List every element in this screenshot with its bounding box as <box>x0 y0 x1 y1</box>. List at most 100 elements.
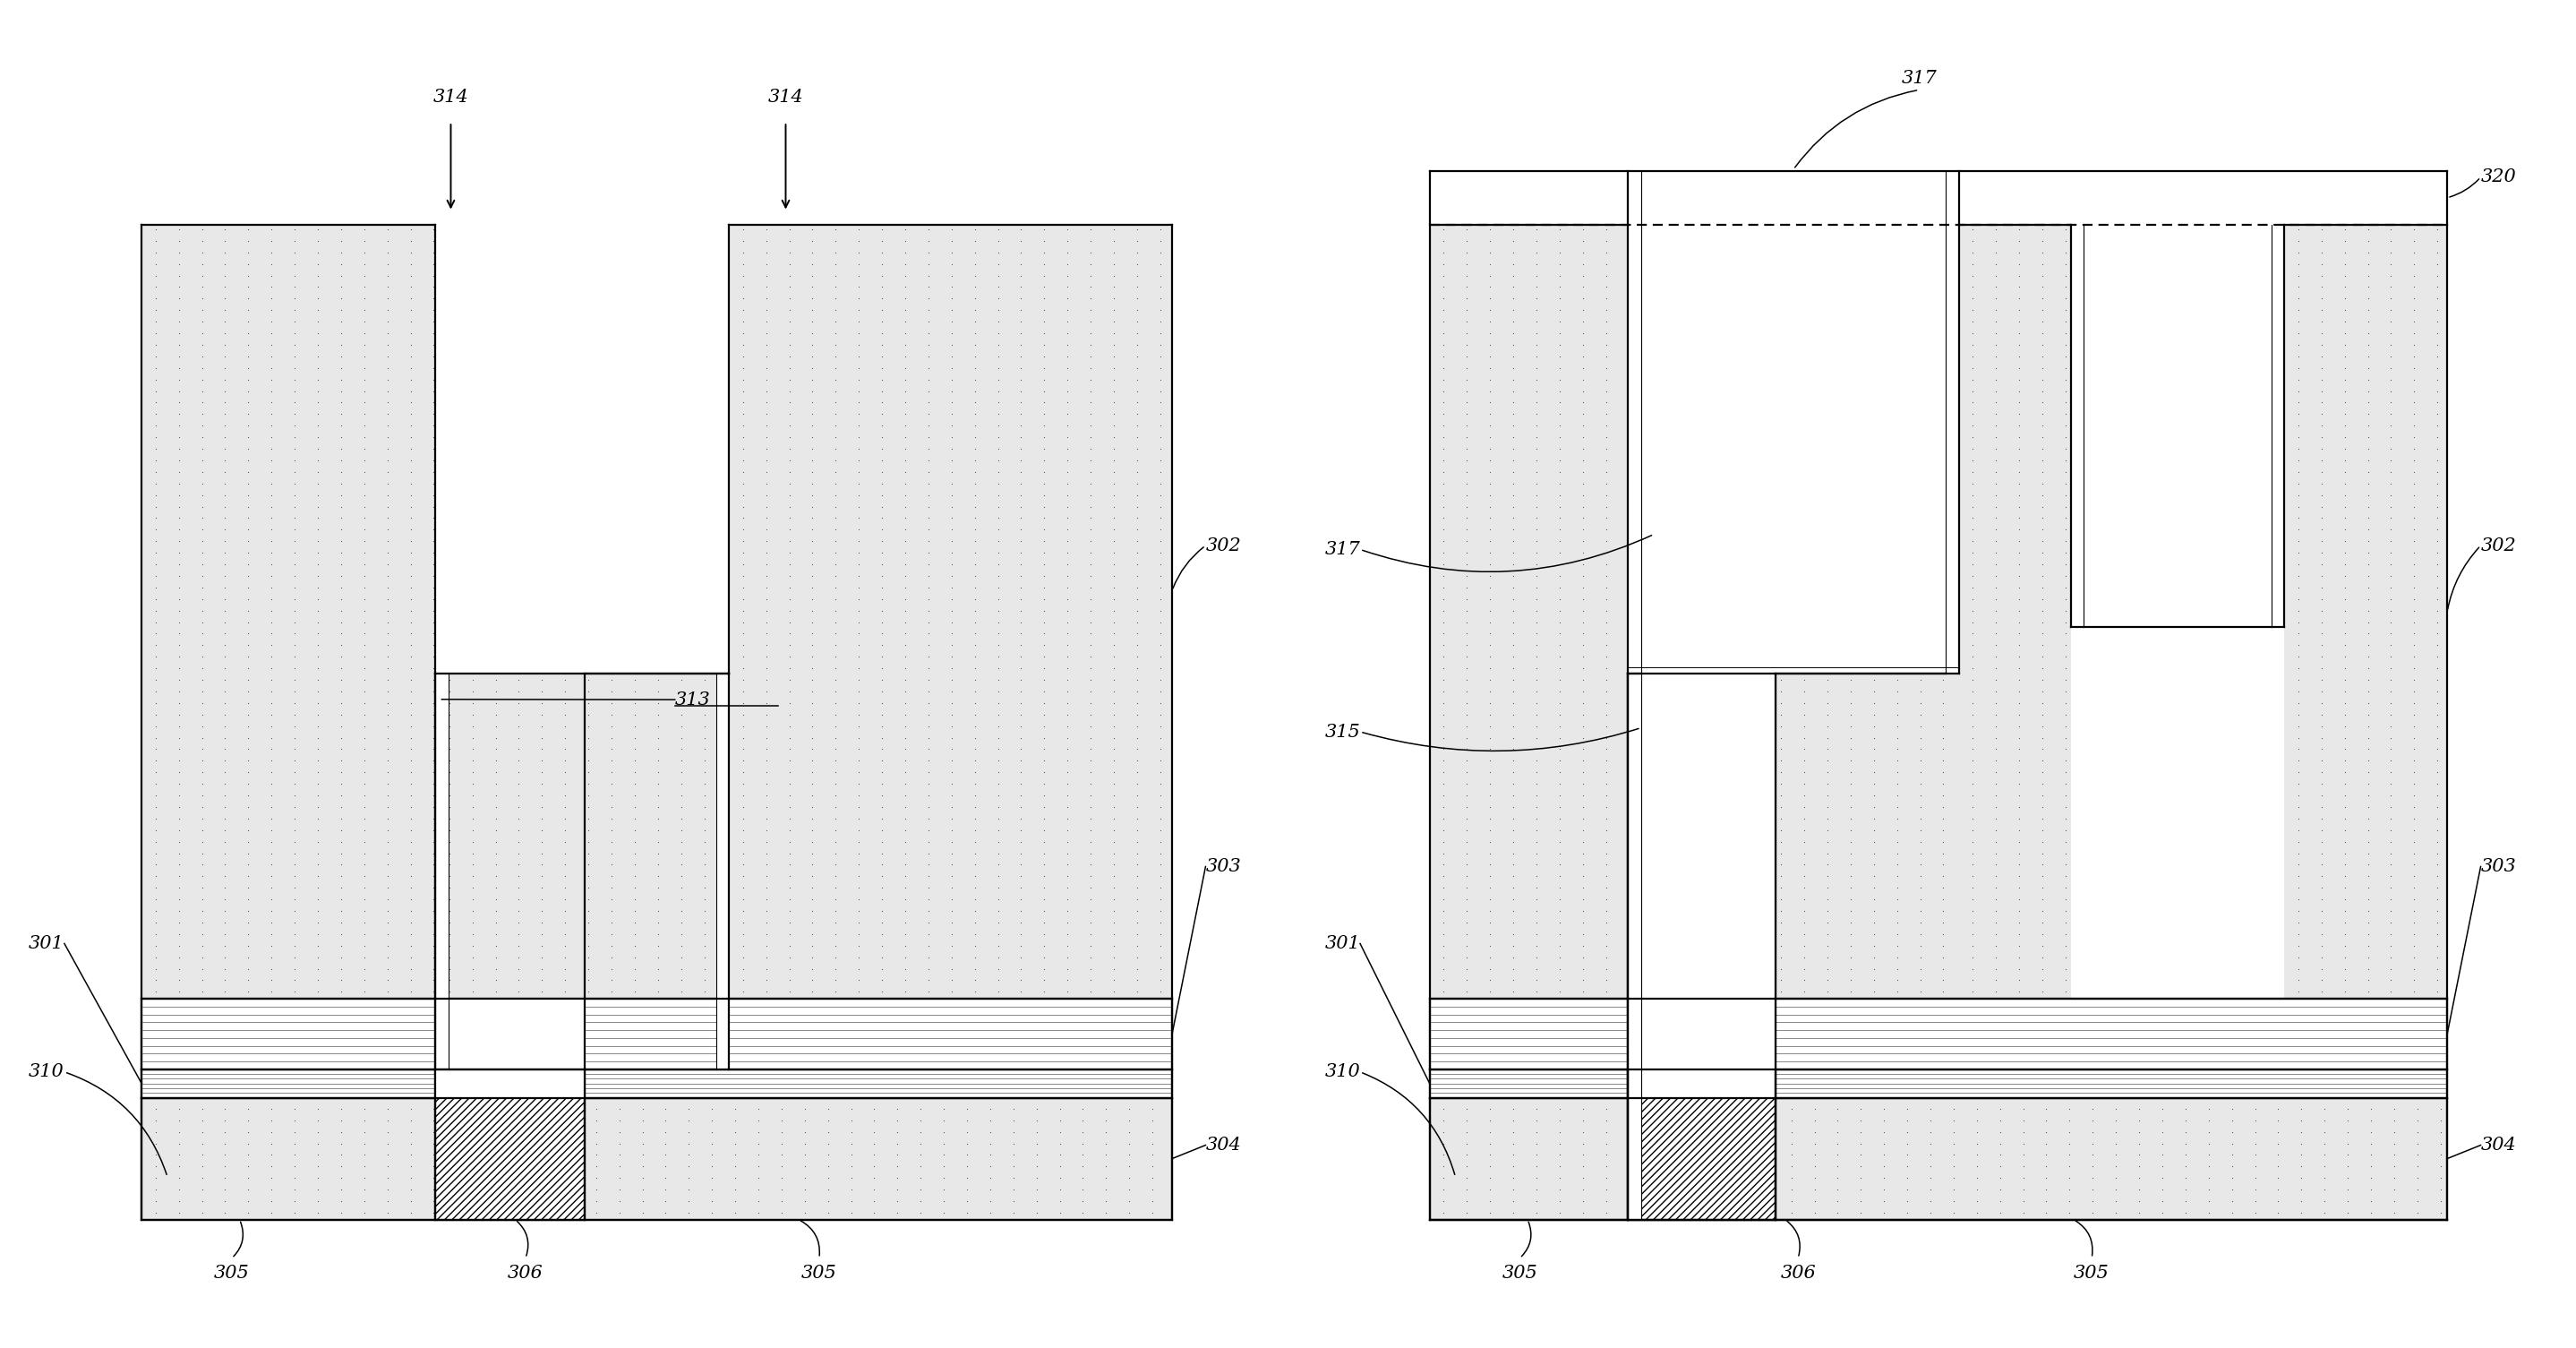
Point <box>1793 1144 1834 1166</box>
Point <box>1999 646 2040 667</box>
Point <box>2416 288 2458 310</box>
Point <box>412 704 453 725</box>
Point <box>459 1167 500 1189</box>
Point <box>1139 669 1180 690</box>
Point <box>907 461 948 483</box>
Point <box>2277 716 2318 737</box>
Point <box>273 1109 314 1131</box>
Point <box>2300 600 2342 621</box>
Point <box>1139 392 1180 414</box>
Point <box>590 669 631 690</box>
Point <box>528 1097 569 1119</box>
Point <box>590 739 631 760</box>
Point <box>667 1178 708 1200</box>
Point <box>2347 392 2388 414</box>
Point <box>1953 288 1994 310</box>
Point <box>1492 392 1533 414</box>
Point <box>1092 357 1133 379</box>
Point <box>613 681 654 702</box>
Point <box>1069 473 1110 495</box>
Point <box>1515 612 1556 634</box>
Point <box>389 334 430 356</box>
Point <box>953 888 994 910</box>
Point <box>1515 334 1556 356</box>
Point <box>343 264 384 286</box>
Point <box>706 878 747 899</box>
Point <box>180 1132 222 1154</box>
Point <box>412 357 453 379</box>
Point <box>706 911 747 933</box>
Point <box>134 865 175 887</box>
Point <box>1953 936 1994 957</box>
Point <box>574 1144 616 1166</box>
Point <box>744 380 786 402</box>
Point <box>1852 830 1893 852</box>
Point <box>1015 1155 1056 1177</box>
Point <box>2370 299 2411 321</box>
Point <box>2187 1155 2228 1177</box>
Point <box>976 669 1018 690</box>
Point <box>976 276 1018 298</box>
Point <box>2393 415 2434 437</box>
Point <box>768 981 809 1003</box>
Point <box>2303 1202 2344 1224</box>
Point <box>343 1109 384 1131</box>
Point <box>1092 588 1133 609</box>
Point <box>2300 623 2342 644</box>
Point <box>837 704 878 725</box>
Point <box>1492 855 1533 876</box>
Point <box>1713 807 1754 829</box>
Point <box>721 981 762 1003</box>
Point <box>1584 900 1625 922</box>
Point <box>768 936 809 957</box>
Point <box>1492 749 1533 771</box>
Point <box>1422 1097 1463 1119</box>
Point <box>1976 369 2017 391</box>
Point <box>1829 936 1870 957</box>
Point <box>180 830 222 852</box>
Point <box>1445 936 1486 957</box>
Point <box>1953 635 1994 656</box>
Point <box>2303 1109 2344 1131</box>
Point <box>366 855 407 876</box>
Point <box>1092 334 1133 356</box>
Point <box>1445 1097 1486 1119</box>
Point <box>296 542 337 563</box>
Point <box>1023 936 1064 957</box>
Point <box>1953 888 1994 910</box>
Point <box>1515 911 1556 933</box>
Point <box>721 484 762 506</box>
Point <box>1023 519 1064 541</box>
Point <box>451 704 492 725</box>
Point <box>250 704 291 725</box>
Point <box>2393 693 2434 714</box>
Point <box>2370 855 2411 876</box>
Point <box>884 600 925 621</box>
Point <box>1069 357 1110 379</box>
Point <box>451 785 492 806</box>
Point <box>528 1109 569 1131</box>
Point <box>1723 1132 1765 1154</box>
Point <box>250 1132 291 1154</box>
Point <box>2300 253 2342 275</box>
Point <box>273 669 314 690</box>
Point <box>2257 1097 2298 1119</box>
Point <box>1515 878 1556 899</box>
Point <box>250 842 291 864</box>
Point <box>613 865 654 887</box>
Point <box>482 1097 523 1119</box>
Point <box>2257 1109 2298 1131</box>
Point <box>999 357 1041 379</box>
Point <box>1092 554 1133 576</box>
Point <box>1492 1097 1533 1119</box>
Point <box>227 311 268 333</box>
Point <box>1538 380 1579 402</box>
Point <box>2419 1109 2460 1131</box>
Point <box>1515 820 1556 841</box>
Point <box>412 403 453 425</box>
Point <box>706 981 747 1003</box>
Point <box>721 380 762 402</box>
Point <box>1422 749 1463 771</box>
Point <box>907 380 948 402</box>
Point <box>1468 588 1510 609</box>
